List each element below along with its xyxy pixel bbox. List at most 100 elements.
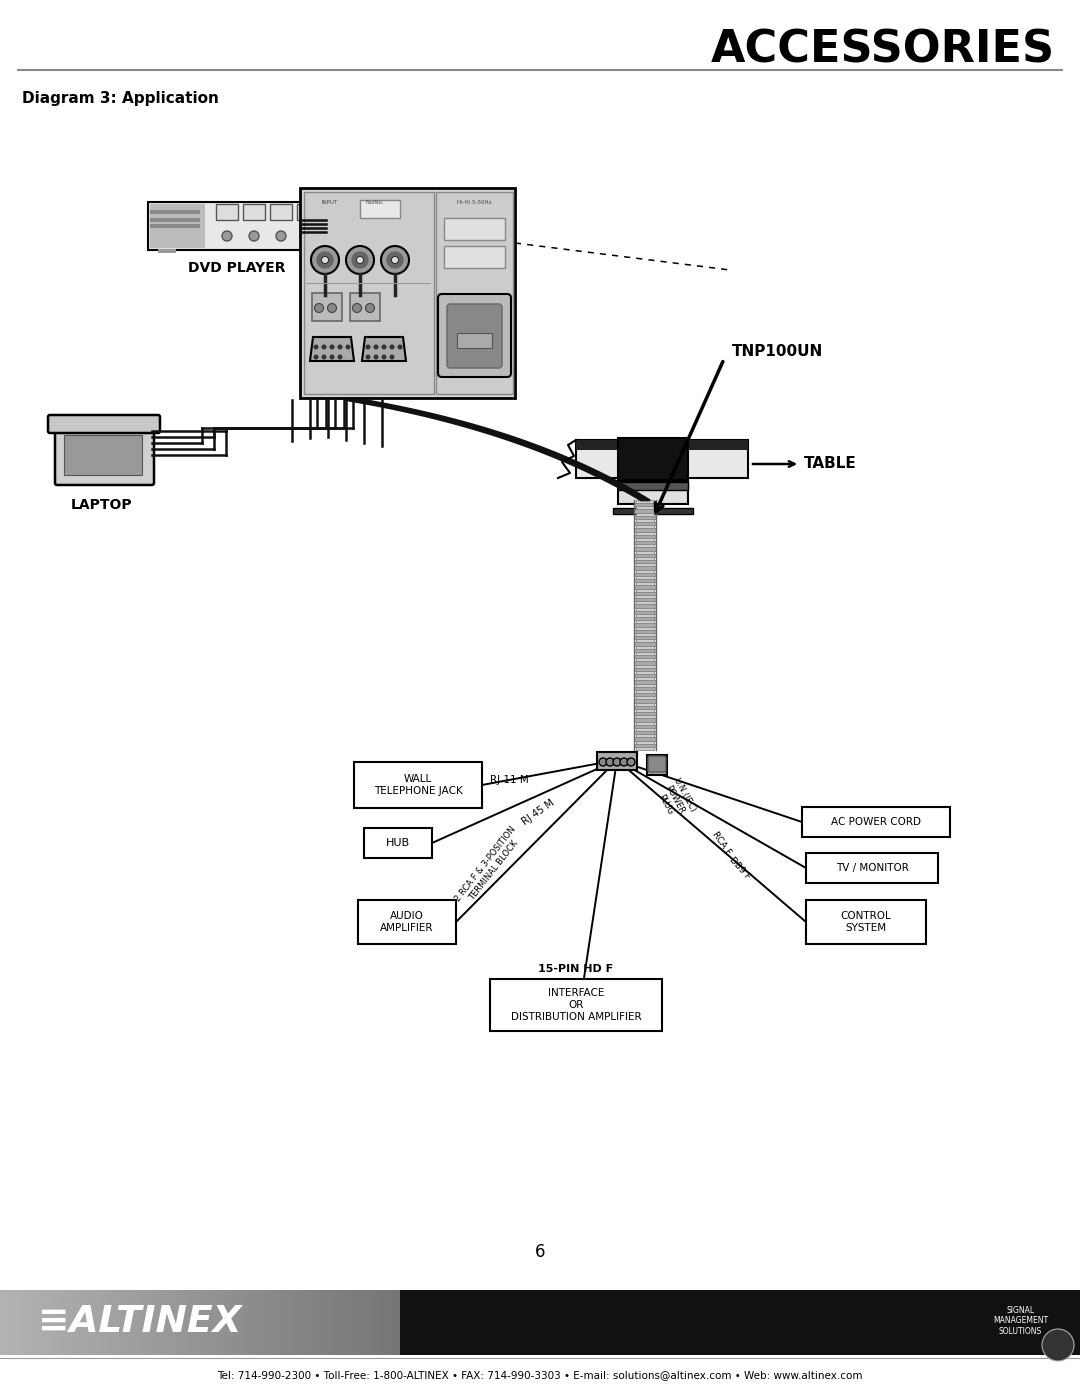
Bar (146, 1289, 149, 1355)
Bar (150, 210, 200, 214)
Bar (54, 1289, 57, 1355)
Circle shape (249, 231, 259, 242)
Bar (634, 573, 656, 576)
Bar (636, 658, 654, 661)
Bar (394, 1289, 397, 1355)
Bar (124, 1289, 127, 1355)
Bar (667, 1289, 670, 1355)
Bar (813, 1289, 815, 1355)
Bar (78, 1289, 81, 1355)
Circle shape (222, 231, 232, 242)
Circle shape (347, 345, 350, 349)
Bar (636, 640, 654, 643)
Bar (1026, 1289, 1029, 1355)
Bar (76, 1289, 78, 1355)
Bar (634, 743, 656, 747)
Bar (918, 1289, 920, 1355)
Bar (862, 1289, 864, 1355)
Bar (133, 1289, 135, 1355)
Circle shape (390, 345, 394, 349)
Bar (443, 1289, 446, 1355)
Bar (613, 1289, 616, 1355)
Circle shape (366, 345, 369, 349)
Bar (499, 1289, 502, 1355)
Bar (937, 1289, 940, 1355)
Bar (986, 1289, 988, 1355)
Text: INPUT: INPUT (322, 200, 338, 205)
Bar (444, 218, 505, 240)
Bar (1067, 1289, 1069, 1355)
Text: ACCESSORIES: ACCESSORIES (711, 28, 1055, 71)
Bar (95, 1289, 97, 1355)
Circle shape (382, 355, 386, 359)
Bar (636, 570, 654, 573)
Bar (629, 1289, 632, 1355)
Bar (1048, 1289, 1050, 1355)
Bar (853, 1289, 855, 1355)
Bar (559, 1289, 562, 1355)
Bar (751, 1289, 754, 1355)
Bar (1013, 1289, 1015, 1355)
Bar (981, 1289, 983, 1355)
Bar (618, 482, 688, 504)
Bar (851, 1289, 853, 1355)
Bar (634, 605, 656, 608)
Bar (621, 1289, 624, 1355)
Bar (581, 1289, 583, 1355)
Bar (1029, 1289, 1031, 1355)
Bar (909, 1289, 913, 1355)
Circle shape (613, 759, 621, 766)
Bar (1039, 1289, 1042, 1355)
Bar (597, 1289, 599, 1355)
Bar (819, 1289, 821, 1355)
Text: TABLE: TABLE (804, 457, 856, 472)
Bar (734, 1289, 737, 1355)
Bar (475, 1289, 477, 1355)
Circle shape (599, 759, 607, 766)
Bar (636, 500, 654, 503)
Bar (289, 1289, 292, 1355)
Bar (639, 1289, 643, 1355)
Bar (794, 1289, 797, 1355)
Bar (319, 1289, 322, 1355)
Bar (726, 1289, 729, 1355)
Bar (636, 613, 654, 617)
Bar (972, 1289, 975, 1355)
Bar (89, 1289, 92, 1355)
Bar (634, 541, 656, 545)
Bar (576, 1289, 578, 1355)
Text: DB9 F: DB9 F (728, 855, 753, 882)
Bar (524, 1289, 527, 1355)
Bar (86, 1289, 89, 1355)
Bar (634, 592, 656, 595)
Bar (486, 1289, 488, 1355)
Bar (888, 1289, 891, 1355)
Bar (286, 1289, 289, 1355)
Bar (636, 588, 654, 592)
Bar (927, 1289, 929, 1355)
Bar (634, 548, 656, 550)
Bar (45, 1289, 49, 1355)
Bar (786, 1289, 788, 1355)
Bar (376, 1289, 378, 1355)
Bar (567, 1289, 570, 1355)
Bar (821, 1289, 824, 1355)
Bar (326, 1289, 329, 1355)
Bar (832, 1289, 834, 1355)
Bar (775, 1289, 778, 1355)
Bar (634, 515, 656, 520)
Bar (281, 1289, 283, 1355)
Bar (167, 1289, 171, 1355)
Bar (772, 1289, 775, 1355)
Bar (929, 1289, 931, 1355)
Bar (678, 1289, 680, 1355)
Bar (718, 1289, 721, 1355)
Text: RJ 11 M: RJ 11 M (490, 775, 529, 785)
Bar (9, 1289, 11, 1355)
Bar (618, 482, 688, 490)
Bar (824, 1289, 826, 1355)
Bar (473, 1289, 475, 1355)
Bar (207, 1289, 211, 1355)
Bar (711, 1289, 713, 1355)
Bar (400, 1289, 402, 1355)
